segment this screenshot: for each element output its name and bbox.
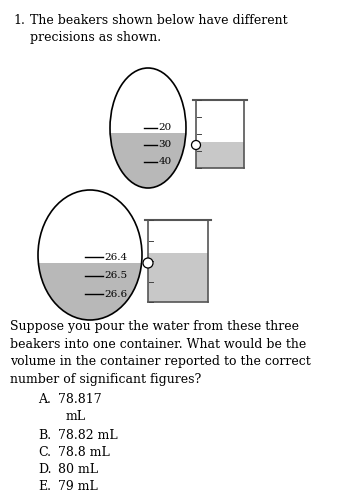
Text: A.: A. [38, 393, 51, 406]
Polygon shape [39, 263, 142, 320]
Text: 40: 40 [159, 157, 172, 166]
Text: 78.817: 78.817 [58, 393, 102, 406]
Text: 26.4: 26.4 [104, 253, 127, 262]
Text: 30: 30 [159, 140, 172, 149]
Text: 26.5: 26.5 [104, 272, 127, 281]
Text: E.: E. [38, 480, 51, 493]
Polygon shape [110, 133, 186, 188]
Circle shape [143, 258, 153, 268]
Text: 79 mL: 79 mL [58, 480, 98, 493]
Text: C.: C. [38, 446, 51, 459]
Bar [148, 253, 208, 302]
Text: 1.: 1. [13, 14, 25, 27]
Text: Suppose you pour the water from these three
beakers into one container. What wou: Suppose you pour the water from these th… [10, 320, 311, 385]
Text: mL: mL [66, 410, 86, 423]
Text: The beakers shown below have different
precisions as shown.: The beakers shown below have different p… [30, 14, 288, 44]
Text: 80 mL: 80 mL [58, 463, 98, 476]
Text: 78.8 mL: 78.8 mL [58, 446, 110, 459]
Circle shape [192, 140, 201, 149]
Bar [196, 142, 244, 168]
Text: D.: D. [38, 463, 51, 476]
Text: 20: 20 [159, 123, 172, 132]
Text: 78.82 mL: 78.82 mL [58, 429, 118, 442]
Text: 26.6: 26.6 [104, 290, 127, 299]
Text: B.: B. [38, 429, 51, 442]
